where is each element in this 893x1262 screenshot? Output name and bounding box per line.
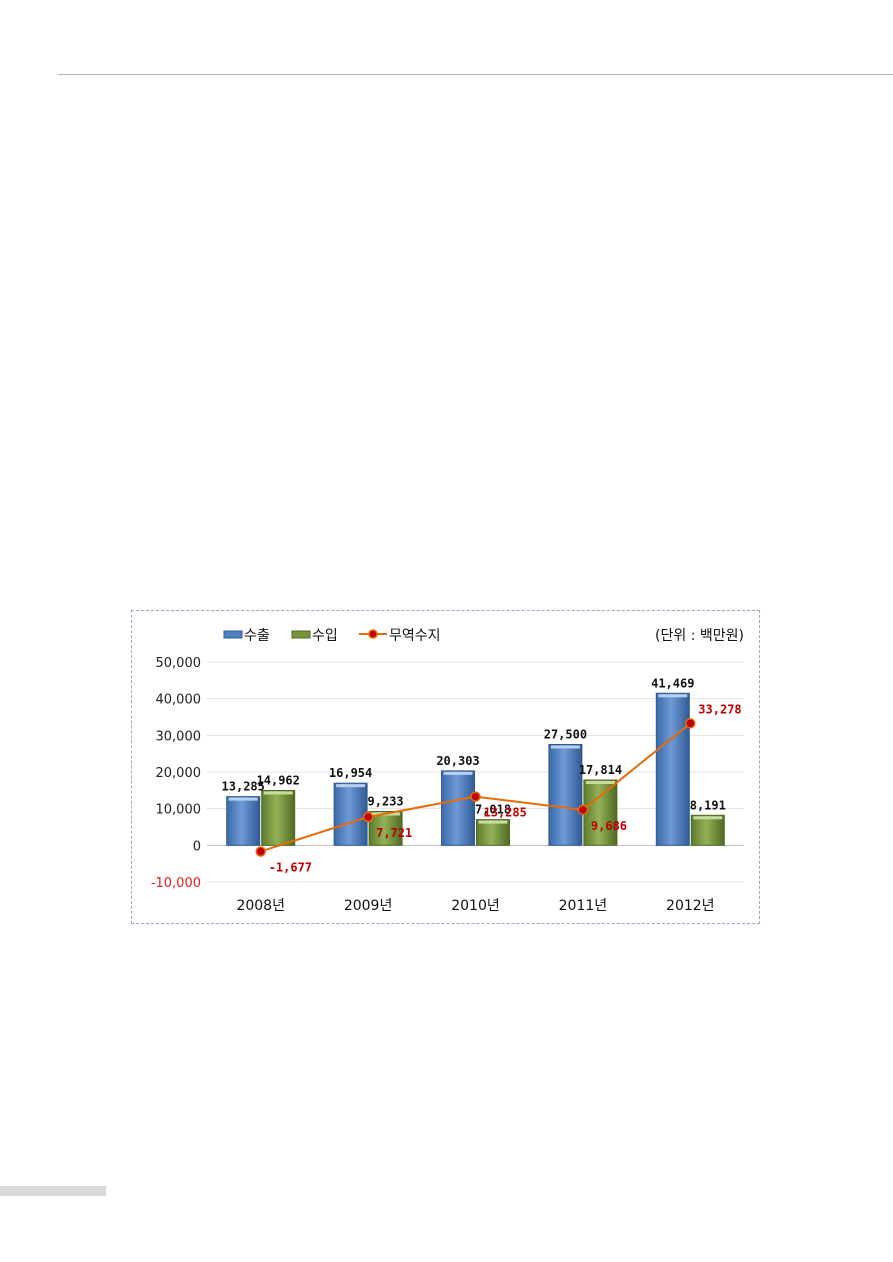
bar-export (333, 782, 368, 846)
bar-export (548, 744, 583, 846)
data-label-export: 16,954 (329, 766, 372, 780)
bar-export-bevel (336, 784, 366, 788)
legend-item-balance: 무역수지 (359, 628, 441, 644)
y-tick-label: 20,000 (156, 766, 202, 781)
data-label-import: 9,233 (368, 794, 404, 808)
data-label-import: 8,191 (690, 798, 726, 812)
unit-note: (단위 : 백만원) (655, 628, 744, 644)
y-tick-label: 0 (193, 839, 201, 854)
legend-item-export: 수출 (223, 628, 270, 644)
data-label-export: 41,469 (651, 676, 694, 690)
y-tick-label: 40,000 (156, 693, 202, 708)
legend-swatch-import (291, 630, 311, 639)
bar-export-bevel (550, 745, 580, 749)
x-tick-label: 2012년 (666, 898, 715, 914)
y-tick-label: 30,000 (156, 729, 202, 744)
legend-label-export: 수출 (244, 628, 270, 644)
data-label-export: 20,303 (436, 754, 479, 768)
bar-export (226, 796, 261, 846)
data-label-balance: 7,721 (376, 826, 412, 840)
data-label-balance: 13,285 (484, 806, 527, 820)
x-tick-label: 2010년 (451, 898, 500, 914)
bar-import (261, 789, 296, 846)
y-tick-label: -10,000 (151, 876, 201, 891)
bar-export (441, 770, 475, 846)
legend: 수출 수입 무역수지 (223, 628, 441, 644)
data-label-balance: 33,278 (698, 702, 741, 716)
legend-label-import: 수입 (312, 628, 338, 644)
data-label-import: 17,814 (579, 763, 622, 777)
legend-label-balance: 무역수지 (389, 628, 441, 644)
footer-page-bar (0, 1186, 106, 1196)
bar-export-bevel (658, 694, 688, 698)
bar-export (655, 692, 690, 846)
balance-point (685, 718, 696, 729)
bar-export-bevel (443, 771, 473, 775)
x-tick-label: 2009년 (344, 898, 393, 914)
chart-canvas: -10,000 0 10,000 20,000 30,000 40,000 50,000 1… (151, 628, 744, 914)
y-axis: -10,000 0 10,000 20,000 30,000 40,000 50,000 (151, 656, 201, 891)
bar-import (476, 819, 510, 846)
bar-import-bevel (478, 820, 508, 824)
top-divider (58, 74, 893, 75)
y-tick-label: 10,000 (156, 803, 202, 818)
bar-import (368, 810, 403, 846)
bar-import-bevel (693, 816, 723, 820)
y-tick-label: 50,000 (156, 656, 202, 671)
balance-point (577, 804, 589, 816)
data-label-export: 13,285 (222, 780, 265, 794)
balance-point (362, 811, 374, 823)
data-labels: 13,28514,96216,9549,23320,3037,01827,500… (222, 676, 742, 874)
x-axis: 2008년 2009년 2010년 2011년 2012년 (236, 898, 714, 914)
trade-balance-line (255, 718, 696, 857)
data-label-import: 14,962 (257, 773, 300, 787)
bars (226, 692, 725, 846)
balance-point (470, 791, 481, 802)
bar-import (690, 814, 725, 846)
bar-export-bevel (228, 797, 258, 801)
legend-item-import: 수입 (291, 628, 338, 644)
legend-swatch-export (223, 630, 243, 639)
bar-import (583, 779, 618, 846)
x-tick-label: 2011년 (559, 898, 608, 914)
bar-import-bevel (263, 791, 293, 795)
bar-import-bevel (585, 781, 615, 785)
x-tick-label: 2008년 (236, 898, 285, 914)
balance-point (255, 846, 266, 857)
trade-chart: -10,000 0 10,000 20,000 30,000 40,000 50,000 1… (131, 610, 760, 924)
legend-marker-balance (368, 629, 378, 639)
data-label-balance: 9,686 (591, 819, 627, 833)
data-label-export: 27,500 (544, 728, 587, 742)
gridlines (207, 661, 744, 883)
data-label-import: 7,018 (475, 803, 511, 817)
data-label-balance: -1,677 (269, 860, 312, 874)
